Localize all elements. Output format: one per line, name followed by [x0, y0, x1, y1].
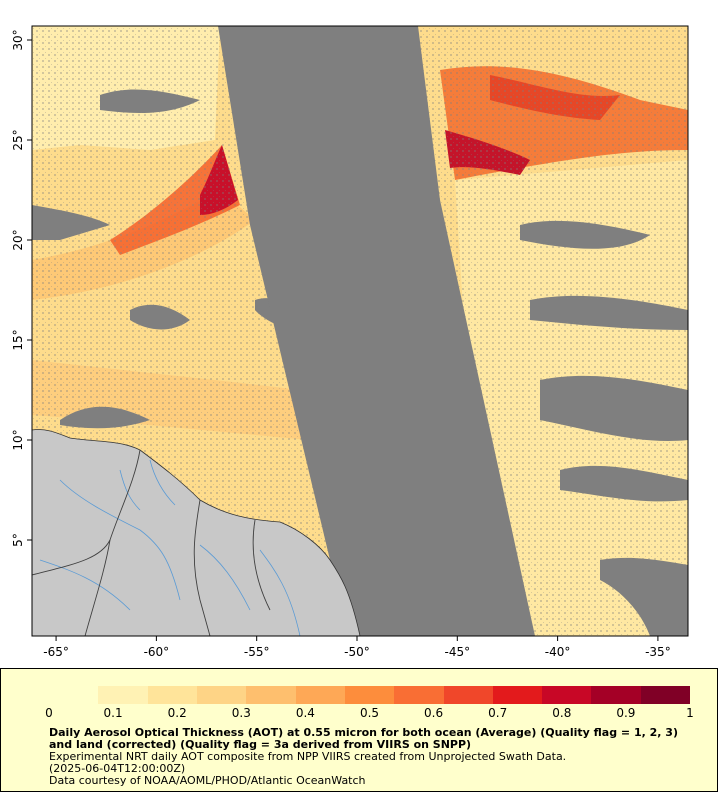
swath-gap [218, 26, 535, 636]
legend-date: (2025-06-04T12:00:00Z) [49, 762, 186, 775]
colorbar-label: 0.5 [359, 706, 380, 720]
legend-title: Daily Aerosol Optical Thickness (AOT) at… [49, 726, 678, 751]
y-axis: 5° 10° 15° 20° 25° 30° [11, 29, 32, 547]
x-tick-label: -55° [244, 645, 270, 659]
colorbar-segment [394, 686, 444, 704]
colorbar-segment [295, 686, 345, 704]
x-tick-label: -60° [144, 645, 170, 659]
colorbar-label: 0.7 [488, 706, 508, 720]
y-tick-label: 20° [11, 229, 25, 250]
colorbar-segment [542, 686, 592, 704]
x-tick-label: -45° [444, 645, 470, 659]
aot-map: -65° -60° -55° -50° -45° -40° -35° 5° 10° 15° 20°… [11, 25, 689, 659]
y-tick-label: 30° [11, 29, 25, 50]
rivers [39, 459, 301, 636]
y-tick-label: 5° [11, 533, 25, 547]
plot-area [32, 26, 688, 636]
country-borders [32, 449, 271, 636]
colorbar-segment [196, 686, 247, 704]
colorbar-segment [591, 686, 641, 704]
colorbar-label: 0.1 [103, 706, 123, 720]
plot-frame [31, 25, 689, 637]
colorbar-label: 0.6 [424, 706, 444, 720]
colorbar-segment [98, 686, 148, 704]
colorbar-segment [147, 686, 197, 704]
colorbar-label: 0.8 [552, 706, 572, 720]
x-tick-label: -40° [545, 645, 571, 659]
colorbar [49, 686, 691, 704]
legend-text: Daily Aerosol Optical Thickness (AOT) at… [49, 727, 689, 787]
colorbar-label: 0.3 [231, 706, 251, 720]
legend-credit: Data courtesy of NOAA/AOML/PHOD/Atlantic… [49, 774, 366, 787]
colorbar-label: 1 [686, 706, 694, 720]
colorbar-segment [246, 686, 296, 704]
colorbar-segment [640, 686, 691, 704]
colorbar-label: 0.4 [295, 706, 315, 720]
y-tick-label: 15° [11, 329, 25, 350]
colorbar-segment [344, 686, 395, 704]
x-axis: -65° -60° -55° -50° -45° -40° -35° [43, 636, 671, 659]
y-tick-label: 10° [11, 429, 25, 450]
x-tick-label: -50° [344, 645, 370, 659]
legend-description: Experimental NRT daily AOT composite fro… [49, 750, 567, 763]
colorbar-label: 0.9 [616, 706, 636, 720]
colorbar-segment [443, 686, 493, 704]
legend-panel: 0 0.1 0.2 0.3 0.4 0.5 0.6 0.7 0.8 0.9 1 Daily Aero… [0, 668, 718, 792]
colorbar-segment [492, 686, 543, 704]
land-south-america [32, 429, 361, 636]
y-tick-label: 25° [11, 129, 25, 150]
x-tick-label: -35° [645, 645, 671, 659]
colorbar-segment [49, 686, 99, 704]
x-tick-label: -65° [43, 645, 69, 659]
colorbar-label: 0.2 [167, 706, 187, 720]
colorbar-label: 0 [45, 706, 53, 720]
